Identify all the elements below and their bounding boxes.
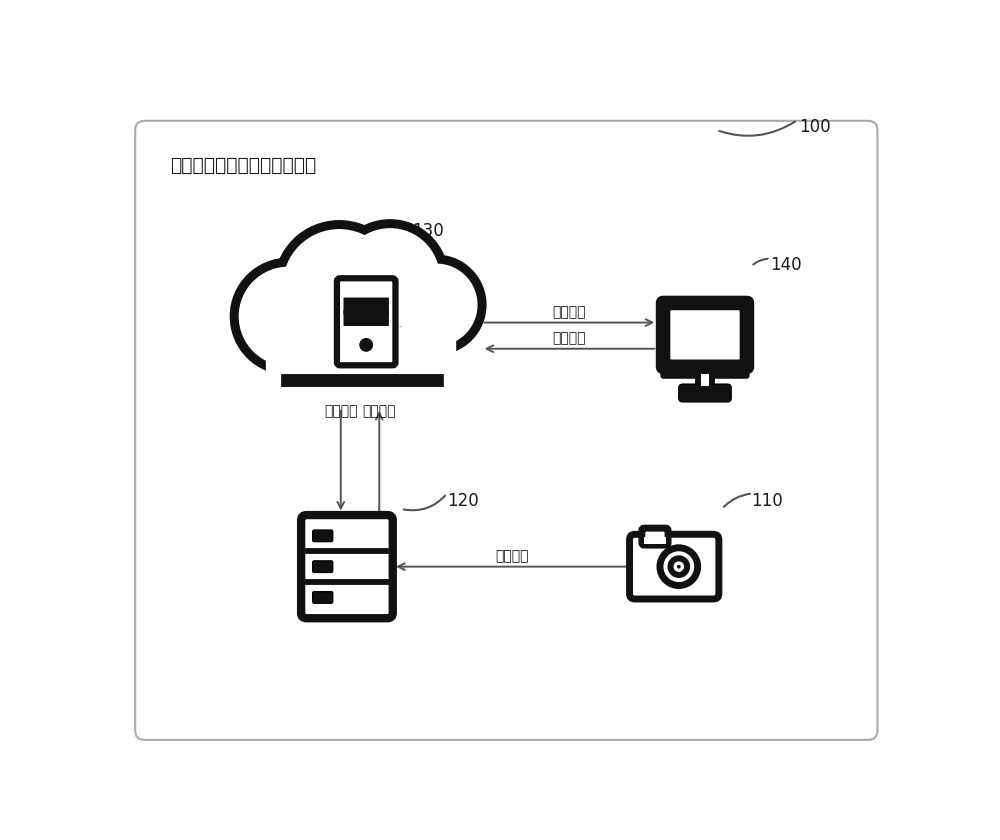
Bar: [279, 309, 446, 386]
FancyBboxPatch shape: [135, 121, 877, 740]
Circle shape: [674, 561, 684, 572]
Circle shape: [359, 338, 373, 352]
Bar: [701, 374, 709, 386]
Text: 130: 130: [412, 223, 444, 240]
Bar: [270, 327, 455, 381]
Circle shape: [677, 564, 681, 569]
Text: 100: 100: [799, 118, 831, 136]
Text: 140: 140: [770, 256, 802, 275]
Text: 120: 120: [447, 492, 479, 510]
Circle shape: [236, 264, 341, 369]
Circle shape: [283, 230, 395, 341]
FancyBboxPatch shape: [656, 297, 754, 373]
Circle shape: [341, 228, 439, 327]
Text: 基于边缘计算的船舶定位系统: 基于边缘计算的船舶定位系统: [170, 156, 316, 176]
Bar: [644, 537, 666, 544]
Circle shape: [338, 225, 443, 330]
FancyBboxPatch shape: [642, 528, 668, 545]
FancyBboxPatch shape: [670, 310, 740, 360]
FancyBboxPatch shape: [313, 561, 333, 572]
FancyBboxPatch shape: [343, 310, 389, 326]
FancyBboxPatch shape: [313, 530, 333, 542]
Text: 命令下发: 命令下发: [324, 404, 358, 418]
FancyBboxPatch shape: [343, 297, 389, 314]
Circle shape: [392, 260, 480, 349]
FancyBboxPatch shape: [301, 515, 393, 618]
Text: 数据上传: 数据上传: [495, 549, 529, 563]
Circle shape: [660, 548, 698, 585]
Bar: [695, 373, 715, 388]
Circle shape: [396, 265, 477, 345]
Circle shape: [280, 226, 399, 345]
FancyBboxPatch shape: [337, 278, 395, 365]
FancyBboxPatch shape: [313, 591, 333, 603]
Text: 命令下发: 命令下发: [553, 331, 586, 345]
Circle shape: [239, 267, 337, 365]
Text: 110: 110: [751, 492, 783, 510]
FancyBboxPatch shape: [630, 534, 719, 599]
Text: 数据上传: 数据上传: [363, 404, 396, 418]
FancyBboxPatch shape: [660, 362, 750, 379]
FancyBboxPatch shape: [679, 384, 731, 402]
Text: 数据上传: 数据上传: [553, 305, 586, 318]
Circle shape: [668, 555, 690, 578]
